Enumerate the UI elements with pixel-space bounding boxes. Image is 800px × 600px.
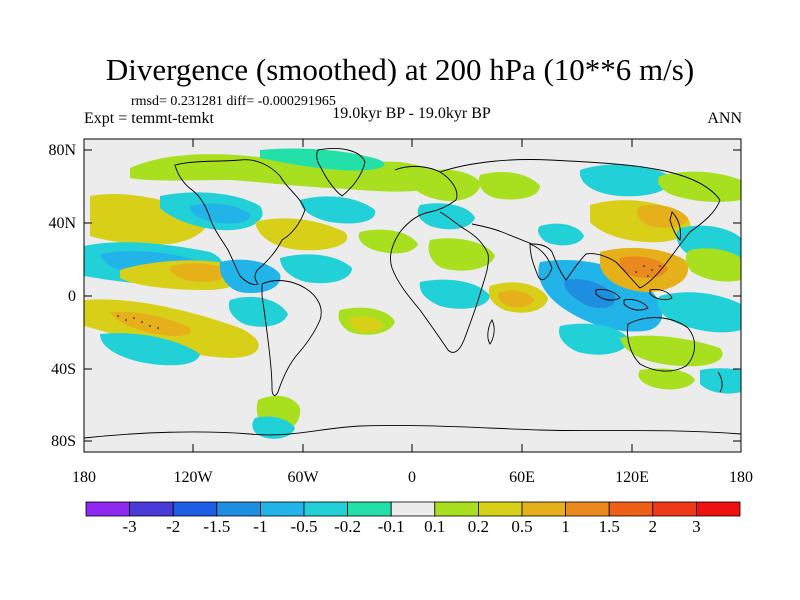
x-tick-label: 120W bbox=[173, 469, 213, 486]
colorbar-label: 0.2 bbox=[467, 517, 490, 536]
contour-positive bbox=[428, 238, 495, 271]
contour-negative bbox=[700, 368, 741, 394]
contour-negative bbox=[579, 164, 671, 197]
colorbar-label: -0.1 bbox=[377, 517, 405, 536]
colorbar-swatch bbox=[477, 501, 523, 517]
experiment-label: Expt = temmt-temkt bbox=[84, 110, 214, 127]
colorbar-swatch bbox=[172, 501, 218, 517]
colorbar-swatch bbox=[434, 501, 479, 517]
colorbar-label: 3 bbox=[692, 517, 701, 536]
contour-negative bbox=[564, 278, 616, 309]
period-label: 19.0kyr BP - 19.0kyr BP bbox=[332, 105, 491, 122]
x-tick-label: 60E bbox=[509, 469, 535, 486]
colorbar-swatch bbox=[652, 501, 697, 517]
contour-positive bbox=[497, 290, 534, 308]
y-tick-label: 0 bbox=[68, 288, 76, 305]
colorbar-label: 0.5 bbox=[511, 517, 533, 536]
contour-positive bbox=[349, 316, 384, 333]
contour-negative bbox=[228, 296, 288, 327]
contour-negative bbox=[280, 254, 352, 284]
colorbar-label: 2 bbox=[648, 517, 658, 536]
colorbar-label: -0.2 bbox=[334, 517, 362, 536]
contour-positive bbox=[638, 368, 695, 390]
contour-negative bbox=[252, 416, 295, 439]
contour-negative bbox=[558, 323, 630, 355]
contour-negative bbox=[219, 259, 281, 294]
contour-positive bbox=[478, 172, 540, 200]
colorbar-label: -0.5 bbox=[290, 517, 318, 536]
colorbar-label: -1.5 bbox=[203, 517, 231, 536]
contour-negative bbox=[300, 196, 376, 224]
contour-positive bbox=[255, 218, 348, 251]
colorbar-swatch bbox=[303, 501, 348, 517]
coastlines bbox=[84, 148, 741, 439]
y-tick-label: 80N bbox=[48, 142, 76, 159]
y-tick-label: 80S bbox=[51, 433, 76, 450]
colorbar-swatch bbox=[696, 501, 741, 517]
colorbar-swatch bbox=[216, 501, 261, 517]
x-tick-label: 120E bbox=[615, 469, 649, 486]
colorbar-label: 0.1 bbox=[424, 517, 446, 536]
colorbar-swatch bbox=[390, 501, 436, 517]
colorbar-label: 1.5 bbox=[598, 517, 620, 536]
contour-positive bbox=[619, 256, 668, 278]
colorbar-label: 1 bbox=[561, 517, 570, 536]
colorbar-swatch bbox=[129, 501, 174, 517]
contour-negative bbox=[190, 203, 251, 224]
colorbar-label: -3 bbox=[122, 517, 137, 536]
stats-line: rmsd= 0.231281 diff= -0.000291965 bbox=[131, 94, 336, 109]
contour-positive bbox=[110, 311, 191, 336]
colorbar-label: -2 bbox=[166, 517, 181, 536]
significance-dots bbox=[117, 265, 661, 329]
contour-negative bbox=[538, 223, 584, 246]
colorbar-swatch bbox=[521, 501, 566, 517]
contour-negative bbox=[100, 333, 200, 366]
y-tick-label: 40N bbox=[48, 215, 76, 232]
x-tick-label: 60W bbox=[287, 469, 319, 486]
season-label: ANN bbox=[707, 110, 742, 127]
contour-negative bbox=[260, 148, 385, 171]
contour-positive bbox=[620, 335, 723, 367]
y-tick-label: 40S bbox=[51, 361, 76, 378]
colorbar-swatch bbox=[608, 501, 654, 517]
contour-positive bbox=[409, 169, 481, 202]
contour-positive bbox=[169, 263, 230, 282]
contour-positive bbox=[358, 229, 418, 254]
contour-negative bbox=[419, 279, 490, 309]
contour-positive bbox=[637, 204, 688, 228]
contour-positive bbox=[658, 171, 741, 202]
chart-title: Divergence (smoothed) at 200 hPa (10**6 … bbox=[105, 52, 695, 87]
colorbar-label: -1 bbox=[253, 517, 268, 536]
contour-positive bbox=[685, 248, 741, 282]
colorbar-swatch bbox=[347, 501, 392, 517]
colorbar-swatch bbox=[259, 501, 305, 517]
colorbar-swatch bbox=[85, 501, 130, 517]
colorbar-swatch bbox=[565, 501, 610, 517]
x-tick-label: 180 bbox=[729, 469, 753, 486]
x-tick-label: 180 bbox=[72, 469, 96, 486]
axis-ticks bbox=[84, 139, 741, 452]
x-tick-label: 0 bbox=[408, 469, 416, 486]
